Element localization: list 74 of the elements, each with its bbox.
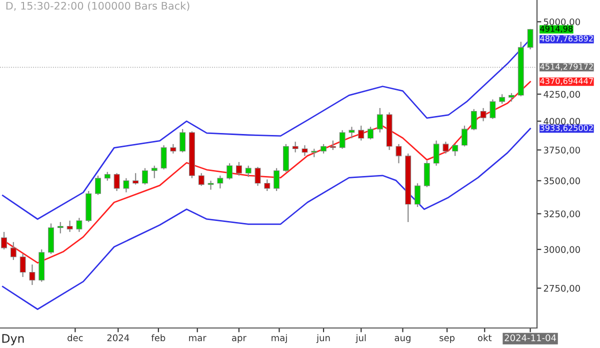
candlestick [339, 130, 346, 150]
candlestick [264, 178, 270, 192]
candlestick [292, 141, 298, 153]
candlestick [10, 241, 16, 260]
candlestick [245, 165, 252, 178]
x-tick-label: jul [356, 334, 366, 343]
candlestick [527, 28, 534, 50]
candlestick [29, 264, 36, 286]
y-tick-label: 3500,00 [544, 177, 580, 186]
x-tick-label: okt [478, 334, 492, 342]
candlestick [132, 172, 139, 186]
candlestick [376, 107, 383, 134]
candlestick [424, 160, 430, 188]
candlestick [180, 128, 186, 153]
candlestick [452, 144, 458, 156]
candlestick [1, 231, 7, 250]
candlestick [368, 126, 374, 140]
candlestick [208, 180, 214, 190]
y-tick-label: 2750,00 [544, 284, 580, 293]
candlestick [490, 98, 496, 120]
candlestick [236, 161, 242, 176]
candlestick [254, 166, 261, 186]
candlestick [66, 220, 73, 232]
data-label: 4370,694447 [540, 78, 593, 85]
y-tick-label: 5000,00 [544, 18, 580, 26]
candlestick [302, 144, 308, 156]
candlestick [433, 140, 440, 166]
candlestick [480, 107, 486, 122]
candlestick [499, 94, 506, 104]
x-tick-label: dec [68, 334, 83, 342]
ref-line-label: 4514,279172 [540, 64, 593, 70]
candlestick [226, 162, 233, 180]
x-tick-label: 2024 [107, 334, 130, 342]
x-tick-label: feb [151, 334, 166, 342]
candlestick [123, 178, 130, 193]
candlestick [320, 144, 327, 154]
text: 4914,98 [540, 26, 573, 33]
candlestick [170, 144, 176, 154]
candlestick [217, 175, 224, 189]
candlestick [274, 168, 280, 192]
x-tick-label: apr [232, 336, 246, 343]
candlestick [470, 108, 477, 131]
candlestick [142, 168, 148, 186]
text: Dyn [2, 334, 24, 346]
candlestick [330, 140, 336, 151]
candlestick [462, 125, 468, 147]
candlestick [414, 182, 420, 208]
data-label: 3933,625002 [540, 124, 593, 132]
candlestick [95, 175, 101, 196]
y-tick-label: 3000,00 [544, 246, 580, 254]
candlestick [57, 221, 64, 234]
x-tick-label: 2024-11-04 [504, 334, 556, 342]
x-tick-label: mar [189, 336, 206, 342]
candlestick [151, 165, 158, 179]
line-series [2, 128, 531, 310]
y-tick-label: 3250,00 [544, 210, 580, 218]
x-tick-label: maj [272, 334, 287, 343]
candlestick [160, 144, 167, 170]
candlestick [114, 172, 120, 192]
x-tick-label: sep [440, 336, 455, 343]
x-tick-label: jun [316, 334, 330, 343]
y-tick-label: 3750,00 [544, 146, 580, 154]
candlestick [348, 126, 355, 139]
y-tick-label: 4250,00 [544, 90, 580, 99]
y-tick-label: 4000,00 [544, 118, 580, 126]
candlestick [76, 217, 82, 232]
candlestick [198, 172, 204, 186]
chart-title: D, 15:30-22:00 (100000 Bars Back) [6, 2, 190, 11]
candlestick [442, 141, 449, 154]
x-tick-label: aug [394, 336, 410, 343]
candlestick [396, 144, 402, 164]
candlestick [20, 253, 26, 278]
data-label: 4807,763892 [540, 35, 593, 42]
candlestick [358, 125, 364, 142]
